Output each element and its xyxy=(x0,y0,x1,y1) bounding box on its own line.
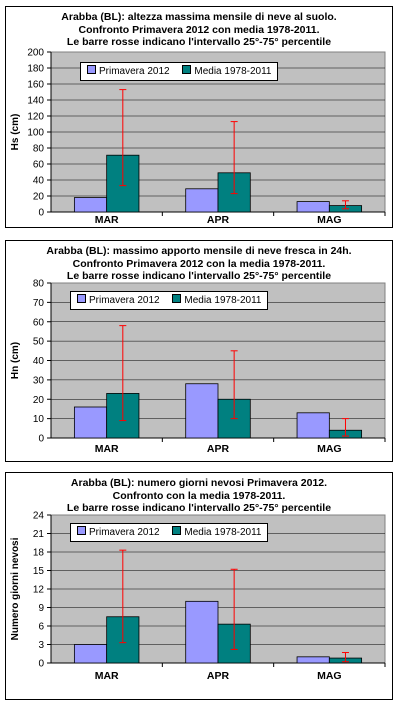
chart-plot-svg: 0 3 6 9 12 15 18 21 24 Numero giorni nevosi MAR APR… xyxy=(10,511,386,682)
chart-title-line: Le barre rosse indicano l'intervallo 25°… xyxy=(66,502,332,514)
y-tick-label: 0 xyxy=(38,659,44,670)
error-bar xyxy=(230,121,238,195)
chart-title-line: Arabba (BL): numero giorni nevosi Primav… xyxy=(70,477,328,489)
chart-panel-fresh-snow: Arabba (BL): massimo apporto mensile di … xyxy=(5,240,393,462)
error-bar xyxy=(119,325,127,422)
chart-title-line: Arabba (BL): altezza massima mensile di … xyxy=(61,11,337,23)
error-bar xyxy=(341,418,349,437)
y-tick-label: 180 xyxy=(27,64,44,75)
chart-panel-snow-days: Arabba (BL): numero giorni nevosi Primav… xyxy=(5,472,393,700)
legend-label: Media 1978-2011 xyxy=(194,66,272,77)
y-tick-label: 0 xyxy=(38,434,44,445)
y-tick-label: 80 xyxy=(33,279,45,290)
y-tick-label: 20 xyxy=(33,192,45,203)
legend-item-media: Media 1978-2011 xyxy=(172,294,262,306)
bar-primavera-2012 xyxy=(73,406,108,439)
legend-item-primavera: Primavera 2012 xyxy=(87,65,170,77)
legend-item-primavera: Primavera 2012 xyxy=(77,294,160,306)
y-tick-label: 21 xyxy=(33,529,45,540)
legend-label: Media 1978-2011 xyxy=(184,295,262,306)
x-tick-label: MAG xyxy=(317,670,342,682)
bar-primavera-2012 xyxy=(296,412,330,439)
y-tick-label: 0 xyxy=(38,208,44,219)
y-tick-label: 20 xyxy=(33,395,45,406)
y-tick-label: 160 xyxy=(27,80,44,91)
chart-legend: Primavera 2012 Media 1978-2011 xyxy=(70,523,269,542)
y-tick-label: 12 xyxy=(33,585,45,596)
error-bar xyxy=(119,89,127,187)
chart-panel-snow-depth: Arabba (BL): altezza massima mensile di … xyxy=(5,6,393,228)
legend-item-media: Media 1978-2011 xyxy=(182,65,272,77)
chart-plot-svg: 0 20 40 60 80 100 120 140 160 180 200 Hs (cm) MAR APR… xyxy=(10,48,386,226)
error-bar xyxy=(119,549,127,644)
y-tick-label: 40 xyxy=(33,356,45,367)
legend-label: Primavera 2012 xyxy=(99,66,170,77)
legend-swatch xyxy=(77,294,86,303)
bar-primavera-2012 xyxy=(185,188,219,213)
error-bar xyxy=(230,350,238,420)
legend-label: Primavera 2012 xyxy=(89,295,160,306)
chart-title-line: Confronto Primavera 2012 con media 1978-… xyxy=(78,23,320,36)
x-tick-label: MAG xyxy=(317,443,342,455)
x-tick-label: MAG xyxy=(317,214,342,226)
chart-plot-svg: 0 10 20 30 40 50 60 70 80 Hn (cm) MAR APR MAG xyxy=(10,279,386,455)
chart-legend: Primavera 2012 Media 1978-2011 xyxy=(70,291,269,310)
legend-item-primavera: Primavera 2012 xyxy=(77,526,160,538)
y-axis-label: Numero giorni nevosi xyxy=(10,537,21,640)
bar-primavera-2012 xyxy=(296,201,330,213)
legend-label: Media 1978-2011 xyxy=(184,527,262,538)
y-tick-label: 70 xyxy=(33,298,45,309)
chart-title: Arabba (BL): altezza massima mensile di … xyxy=(6,11,392,49)
x-tick-label: APR xyxy=(207,214,230,226)
y-tick-label: 140 xyxy=(27,96,44,107)
bar-primavera-2012 xyxy=(296,656,330,664)
y-tick-label: 100 xyxy=(27,128,44,139)
y-axis-label: Hs (cm) xyxy=(10,114,21,151)
y-axis-label: Hn (cm) xyxy=(10,342,21,379)
y-tick-label: 9 xyxy=(38,603,44,614)
y-tick-label: 50 xyxy=(33,337,45,348)
chart-title-line: Confronto con la media 1978-2011. xyxy=(112,489,286,502)
chart-title-line: Le barre rosse indicano l'intervallo 25°… xyxy=(66,270,332,282)
legend-swatch xyxy=(87,65,96,74)
y-tick-label: 120 xyxy=(27,112,44,123)
legend-swatch xyxy=(77,526,86,535)
x-tick-label: APR xyxy=(207,670,230,682)
y-tick-label: 60 xyxy=(33,160,45,171)
error-bar xyxy=(230,568,238,650)
y-tick-label: 30 xyxy=(33,375,45,386)
x-tick-label: MAR xyxy=(95,443,119,455)
y-tick-label: 80 xyxy=(33,144,45,155)
x-tick-label: MAR xyxy=(95,214,119,226)
y-tick-label: 3 xyxy=(38,640,44,651)
y-tick-label: 15 xyxy=(33,566,45,577)
y-tick-label: 60 xyxy=(33,317,45,328)
y-tick-label: 18 xyxy=(33,548,45,559)
chart-title-line: Confronto Primavera 2012 con la media 19… xyxy=(72,257,326,270)
legend-swatch xyxy=(182,65,192,74)
bar-primavera-2012 xyxy=(185,383,219,439)
legend-swatch xyxy=(172,526,182,535)
y-tick-label: 10 xyxy=(33,414,45,425)
error-bar xyxy=(341,652,349,663)
chart-title: Arabba (BL): massimo apporto mensile di … xyxy=(6,245,392,283)
chart-title-line: Arabba (BL): massimo apporto mensile di … xyxy=(46,245,352,257)
chart-legend: Primavera 2012 Media 1978-2011 xyxy=(80,62,279,81)
x-tick-label: MAR xyxy=(95,670,119,682)
y-tick-label: 24 xyxy=(33,511,45,522)
bar-primavera-2012 xyxy=(73,644,108,664)
bar-primavera-2012 xyxy=(73,197,108,213)
chart-title: Arabba (BL): numero giorni nevosi Primav… xyxy=(6,477,392,515)
legend-swatch xyxy=(172,294,182,303)
y-tick-label: 40 xyxy=(33,176,45,187)
error-bar xyxy=(341,200,349,210)
legend-label: Primavera 2012 xyxy=(89,527,160,538)
bar-primavera-2012 xyxy=(185,600,219,664)
x-tick-label: APR xyxy=(207,443,230,455)
y-tick-label: 200 xyxy=(27,48,44,59)
y-tick-label: 6 xyxy=(38,622,44,633)
chart-title-line: Le barre rosse indicano l'intervallo 25°… xyxy=(66,36,332,48)
legend-item-media: Media 1978-2011 xyxy=(172,526,262,538)
